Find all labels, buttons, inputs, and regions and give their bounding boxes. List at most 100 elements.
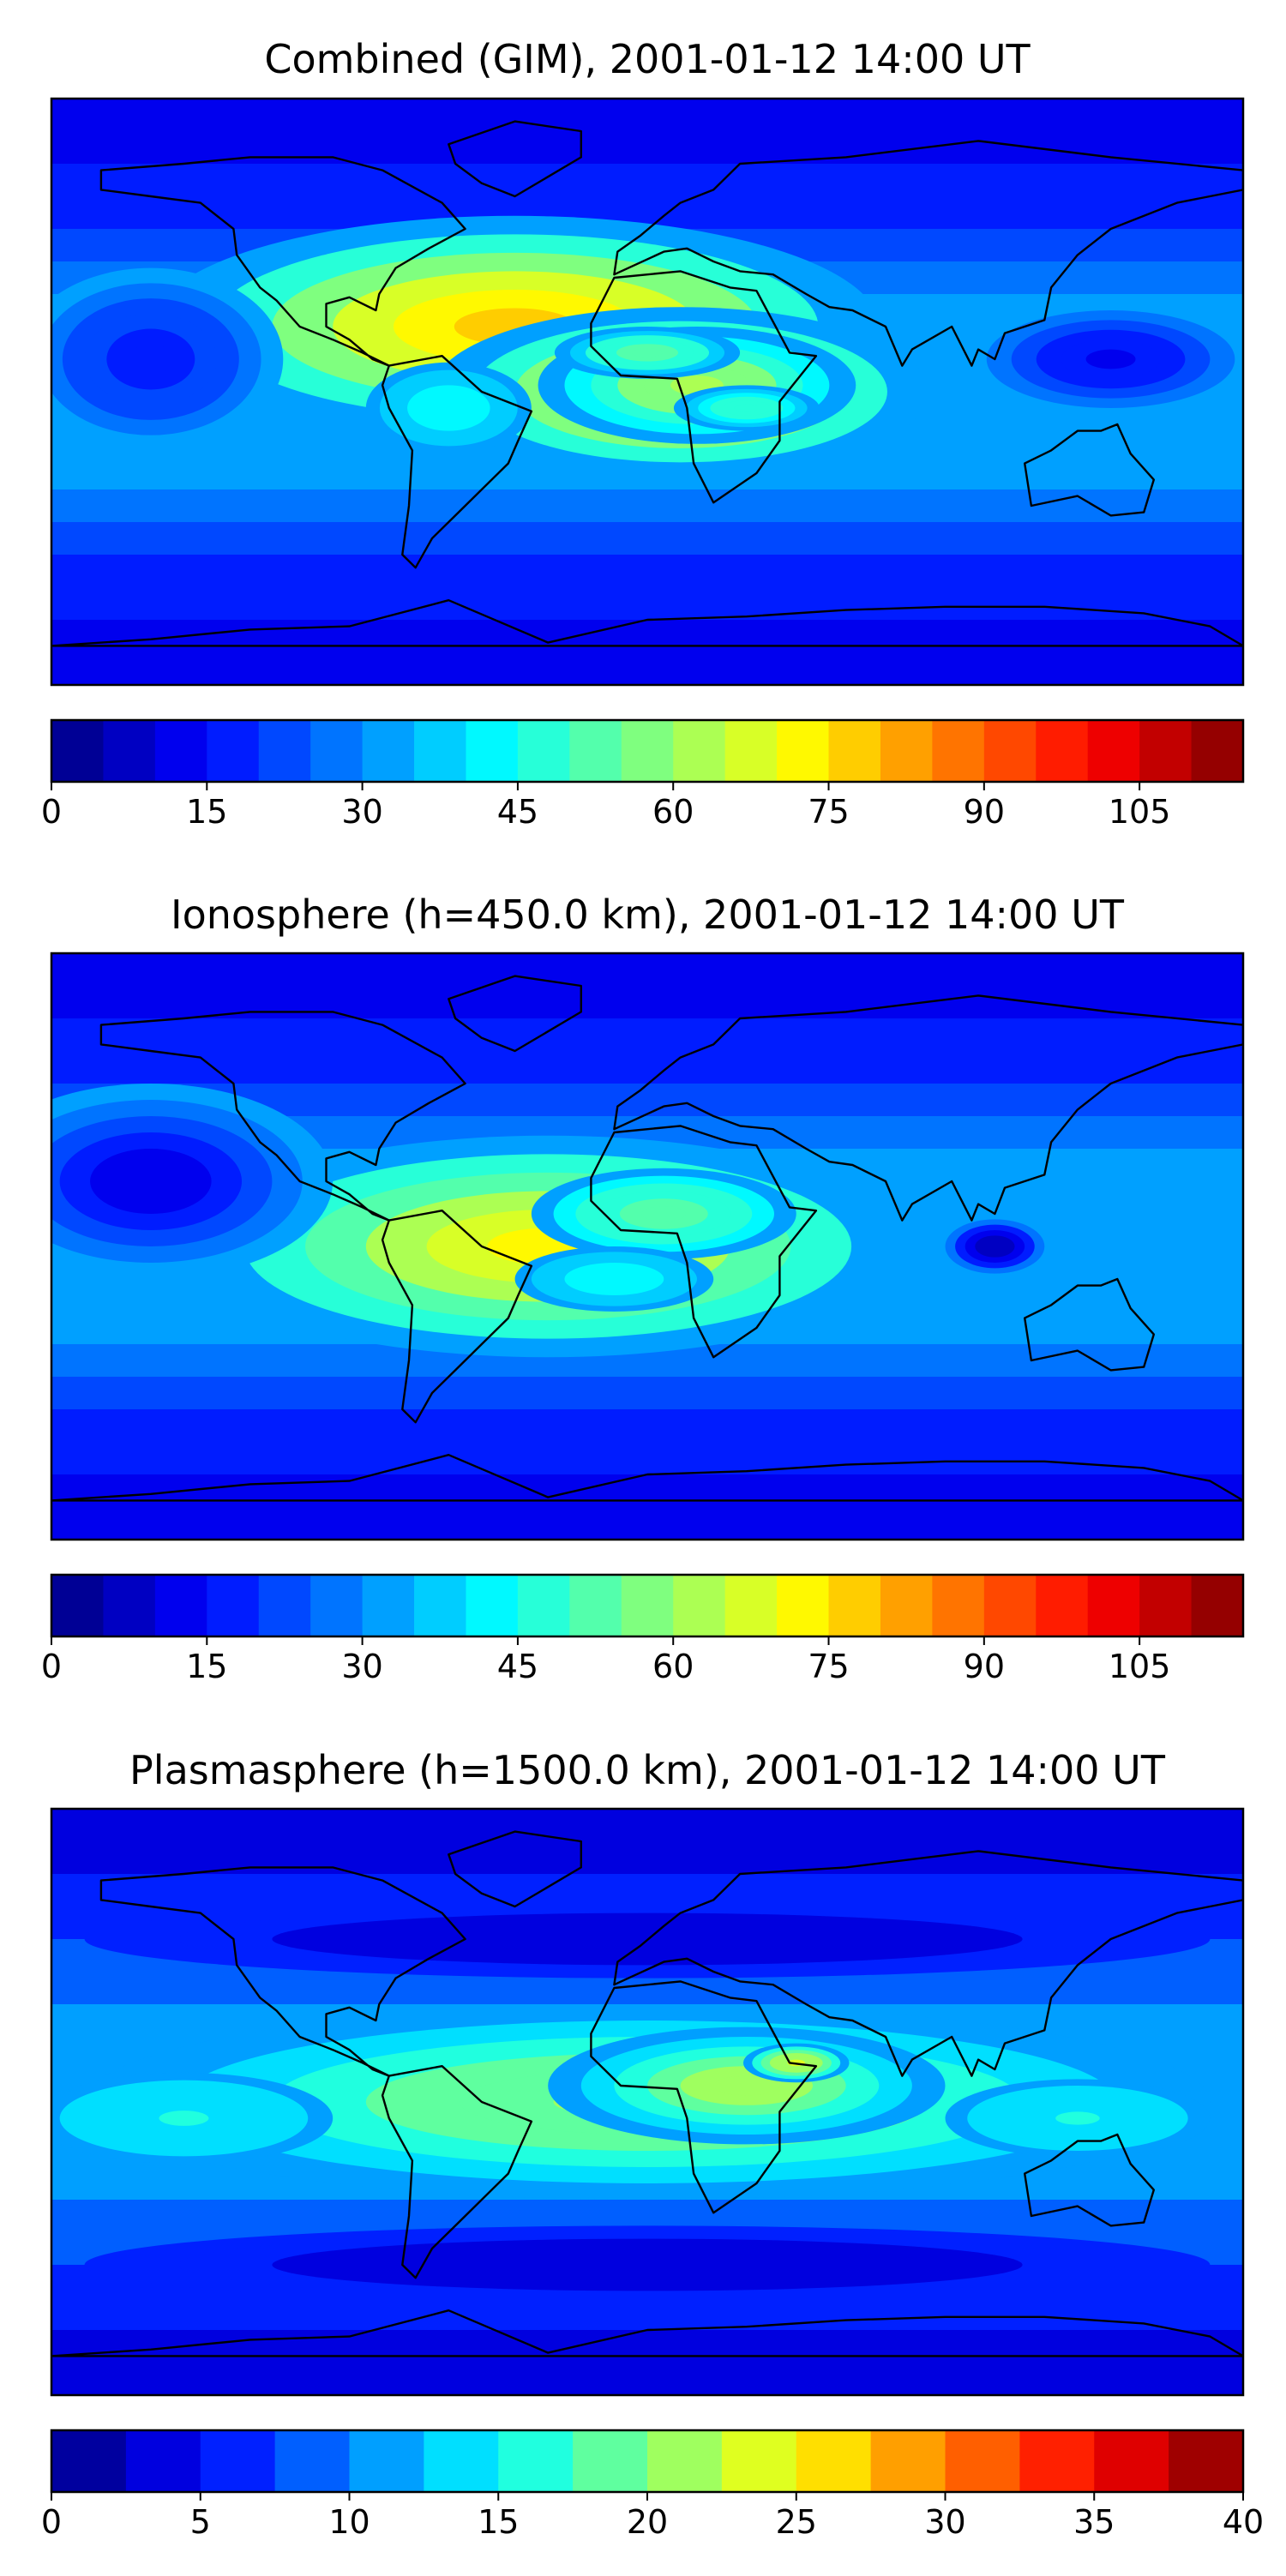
colorbar: 0 15 30 45 60 75 90 105: [41, 718, 1245, 831]
field-band: [51, 522, 1243, 555]
colorbar-tick-label: 25: [776, 2503, 817, 2541]
colorbar-segment: [154, 720, 207, 782]
field-band: [51, 164, 1243, 197]
panel-combined: Combined (GIM), 2001-01-12 14:00 UT 0 15 3…: [41, 36, 1245, 831]
coastline-eurasia: [613, 994, 1243, 1222]
field-band: [51, 1474, 1243, 1508]
panel-ionosphere: Ionosphere (h=450.0 km), 2001-01-12 14:0…: [41, 892, 1245, 1685]
map-frame: [50, 97, 1245, 687]
coastline-greenland: [448, 120, 582, 198]
colorbar-segment: [1036, 1575, 1089, 1636]
colorbar-segment: [466, 1575, 519, 1636]
field-band: [51, 555, 1243, 588]
field-contour: [120, 1165, 182, 1198]
colorbar-tick-label: 30: [924, 2503, 965, 2541]
colorbar-segment: [724, 1575, 778, 1636]
field-band: [51, 1809, 1243, 1842]
coastline-greenland: [448, 1830, 582, 1908]
colorbar-segment: [932, 1575, 985, 1636]
field-band: [51, 652, 1243, 685]
colorbar-segment: [1087, 720, 1140, 782]
colorbar-segment: [103, 720, 156, 782]
coastline-australia: [1023, 2133, 1156, 2227]
colorbar: 0 5 10 15 20 25 30 35 40: [41, 2429, 1264, 2541]
colorbar: 0 15 30 45 60 75 90 105: [41, 1573, 1245, 1685]
field-band: [51, 1051, 1243, 1084]
colorbar-tick-label: 15: [186, 793, 227, 831]
colorbar-segment: [724, 720, 778, 782]
coastline-antarctica: [51, 599, 1243, 647]
field-contour: [598, 1273, 631, 1285]
colorbar-tick-label: 75: [808, 1648, 849, 1685]
colorbar-tick-label: 0: [41, 1648, 62, 1685]
colorbar-segment: [1191, 720, 1244, 782]
field-contour: [984, 1240, 1005, 1252]
colorbar-segment: [310, 720, 364, 782]
map-frame: [50, 1807, 1245, 2397]
map-area: [50, 952, 1245, 1541]
field-contour: [713, 2075, 780, 2096]
colorbar-tick-label: 0: [41, 793, 62, 831]
coastline-south-america: [381, 355, 533, 569]
colorbar-segment: [362, 1575, 415, 1636]
field-band: [51, 1409, 1243, 1443]
colorbar-tick-label: 105: [1109, 1648, 1171, 1685]
colorbar-tick-label: 35: [1073, 2503, 1115, 2541]
coastline-australia: [1023, 1277, 1156, 1372]
colorbar-segment: [983, 720, 1037, 782]
colorbar-segment: [517, 1575, 570, 1636]
colorbar-segment: [1036, 720, 1089, 782]
field-band: [51, 99, 1243, 132]
colorbar-tick-label: 10: [328, 2503, 370, 2541]
colorbar-frame: [50, 718, 1245, 784]
panel-title: Combined (GIM), 2001-01-12 14:00 UT: [264, 36, 1031, 82]
coastline-south-america: [381, 1209, 533, 1424]
field-band: [51, 1841, 1243, 1875]
colorbar-segment: [103, 1575, 156, 1636]
colorbar-segment: [498, 2430, 574, 2492]
colorbar-segment: [673, 720, 726, 782]
colorbar-segment: [983, 1575, 1037, 1636]
colorbar-segment: [1087, 1575, 1140, 1636]
field-band: [51, 986, 1243, 1019]
colorbar-tick-label: 15: [478, 2503, 519, 2541]
colorbar-tick-label: 75: [808, 793, 849, 831]
field-band: [51, 1507, 1243, 1540]
colorbar-segment: [1169, 2430, 1244, 2492]
panel-plasmasphere: Plasmasphere (h=1500.0 km), 2001-01-12 1…: [41, 1747, 1264, 2541]
colorbar-segment: [569, 720, 622, 782]
coastline-greenland: [448, 975, 582, 1053]
colorbar-segment: [777, 1575, 830, 1636]
colorbar-frame: [50, 1573, 1245, 1638]
colorbar-segment: [828, 720, 881, 782]
field-contour: [734, 404, 759, 412]
colorbar-tick-label: 45: [497, 1648, 538, 1685]
colorbar-tick-label: 5: [190, 2503, 211, 2541]
field-band: [51, 1377, 1243, 1410]
panel-title: Plasmasphere (h=1500.0 km), 2001-01-12 1…: [129, 1747, 1166, 1793]
colorbar-segment: [569, 1575, 622, 1636]
field-band: [51, 131, 1243, 165]
colorbar-segment: [414, 720, 467, 782]
colorbar-segment: [647, 2430, 723, 2492]
colorbar-segment: [207, 1575, 260, 1636]
colorbar-segment: [1191, 1575, 1244, 1636]
colorbar-segment: [621, 720, 674, 782]
field-contour: [641, 1206, 687, 1222]
colorbar-segment: [51, 1575, 105, 1636]
colorbar-segment: [258, 1575, 311, 1636]
colorbar-segment: [777, 720, 830, 782]
map-area: [50, 1807, 1245, 2397]
colorbar-segment: [466, 720, 519, 782]
coastline-africa: [590, 1125, 818, 1359]
colorbar-segment: [945, 2430, 1020, 2492]
field-contour: [129, 344, 173, 375]
coastline-australia: [1023, 423, 1156, 517]
field-contour: [553, 2258, 742, 2272]
field-contour: [159, 2111, 209, 2126]
field-band: [51, 620, 1243, 653]
colorbar-tick-label: 15: [186, 1648, 227, 1685]
colorbar-segment: [207, 720, 260, 782]
colorbar-segment: [1019, 2430, 1095, 2492]
